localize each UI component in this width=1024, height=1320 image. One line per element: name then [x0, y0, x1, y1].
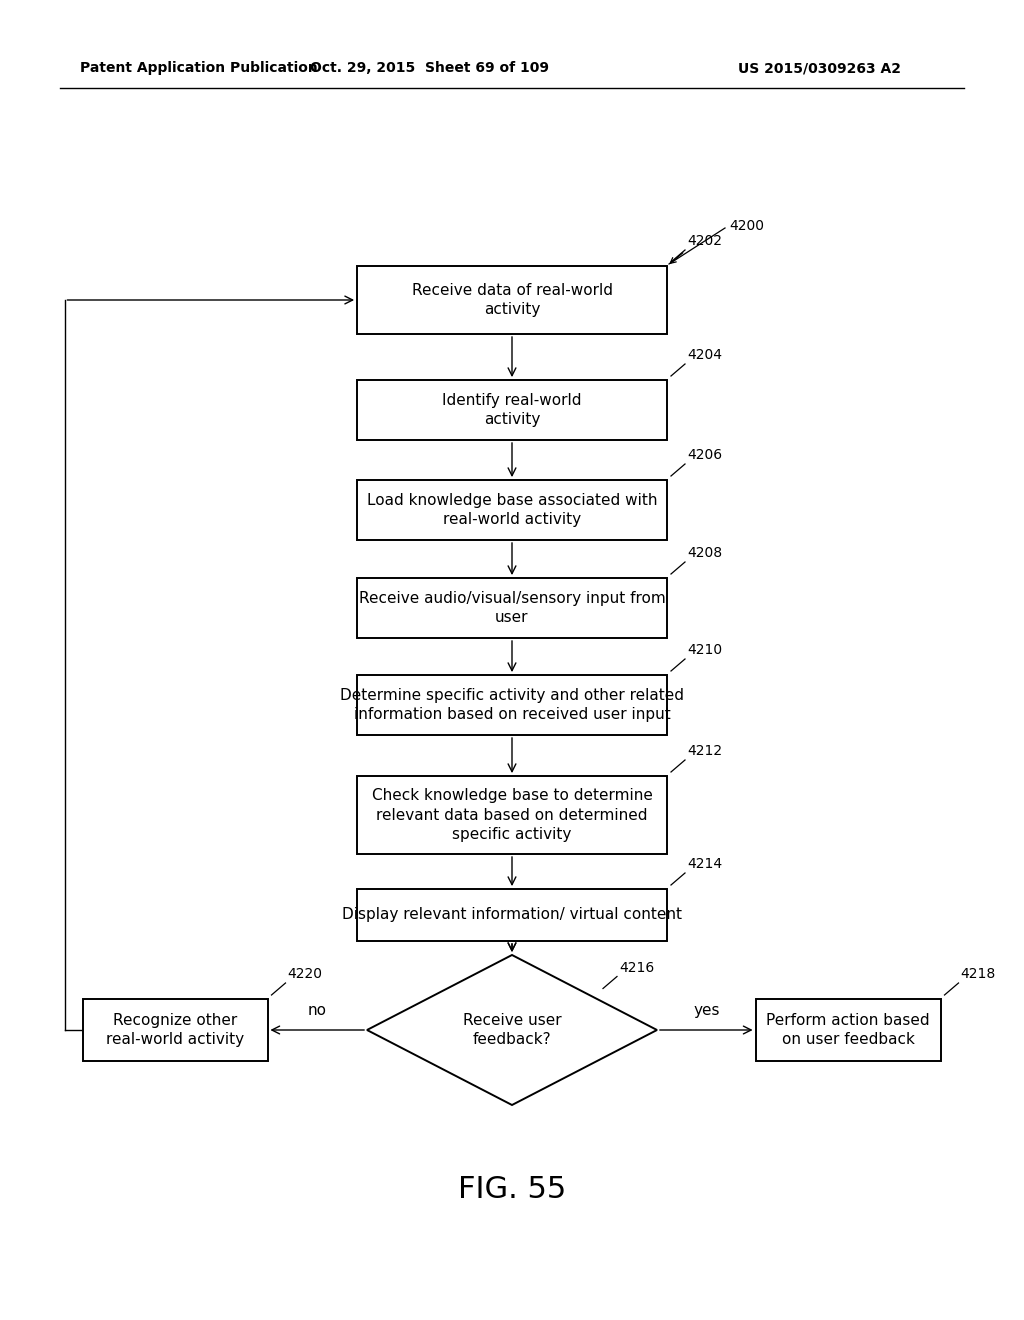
Text: 4216: 4216 [618, 961, 654, 974]
Text: Recognize other
real-world activity: Recognize other real-world activity [105, 1012, 244, 1047]
Text: 4210: 4210 [687, 643, 722, 657]
FancyBboxPatch shape [756, 999, 940, 1061]
Text: Identify real-world
activity: Identify real-world activity [442, 392, 582, 428]
FancyBboxPatch shape [357, 888, 667, 941]
Polygon shape [367, 954, 657, 1105]
Text: Check knowledge base to determine
relevant data based on determined
specific act: Check knowledge base to determine releva… [372, 788, 652, 842]
Text: Determine specific activity and other related
information based on received user: Determine specific activity and other re… [340, 688, 684, 722]
Text: 4204: 4204 [687, 348, 722, 362]
FancyBboxPatch shape [357, 480, 667, 540]
Text: Receive audio/visual/sensory input from
user: Receive audio/visual/sensory input from … [358, 590, 666, 626]
Text: 4218: 4218 [961, 968, 995, 981]
Text: 4202: 4202 [687, 234, 722, 248]
Text: Perform action based
on user feedback: Perform action based on user feedback [766, 1012, 930, 1047]
FancyBboxPatch shape [357, 267, 667, 334]
Text: Receive data of real-world
activity: Receive data of real-world activity [412, 282, 612, 317]
Text: 4200: 4200 [729, 219, 764, 234]
Text: Load knowledge base associated with
real-world activity: Load knowledge base associated with real… [367, 492, 657, 528]
Text: 4212: 4212 [687, 744, 722, 758]
FancyBboxPatch shape [357, 380, 667, 440]
Text: 4220: 4220 [288, 968, 323, 981]
Text: Oct. 29, 2015  Sheet 69 of 109: Oct. 29, 2015 Sheet 69 of 109 [310, 61, 550, 75]
Text: no: no [308, 1003, 327, 1018]
Text: yes: yes [693, 1003, 720, 1018]
Text: 4206: 4206 [687, 447, 722, 462]
Text: 4214: 4214 [687, 857, 722, 871]
Text: 4208: 4208 [687, 546, 722, 560]
Text: Patent Application Publication: Patent Application Publication [80, 61, 317, 75]
FancyBboxPatch shape [357, 675, 667, 735]
FancyBboxPatch shape [357, 776, 667, 854]
FancyBboxPatch shape [357, 578, 667, 638]
Text: Receive user
feedback?: Receive user feedback? [463, 1012, 561, 1047]
Text: Display relevant information/ virtual content: Display relevant information/ virtual co… [342, 908, 682, 923]
Text: FIG. 55: FIG. 55 [458, 1176, 566, 1204]
Text: US 2015/0309263 A2: US 2015/0309263 A2 [738, 61, 901, 75]
FancyBboxPatch shape [83, 999, 267, 1061]
